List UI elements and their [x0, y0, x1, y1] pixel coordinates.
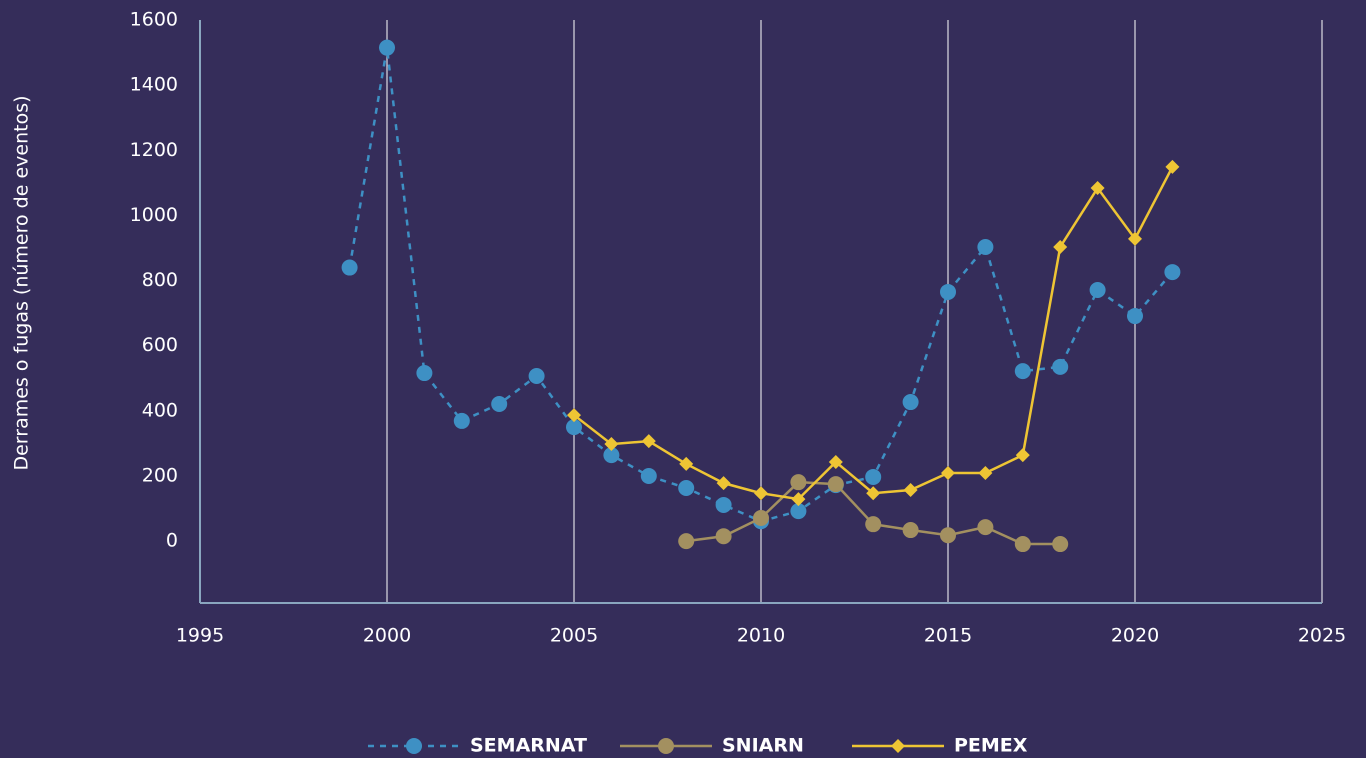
marker — [1090, 181, 1105, 196]
marker — [865, 468, 882, 485]
legend-label: SNIARN — [722, 735, 804, 757]
marker — [678, 480, 695, 497]
marker — [604, 437, 619, 452]
marker — [790, 474, 807, 491]
marker — [679, 456, 694, 471]
marker — [603, 447, 620, 464]
legend-marker — [406, 738, 422, 754]
marker — [1015, 448, 1030, 463]
y-tick-label: 800 — [142, 269, 178, 291]
marker — [379, 39, 395, 56]
marker — [828, 454, 843, 469]
marker — [1014, 363, 1031, 380]
marker — [940, 283, 956, 300]
marker — [754, 486, 768, 501]
y-axis-title: Derrames o fugas (número de eventos) — [11, 95, 33, 470]
x-tick-label: 2020 — [1111, 625, 1159, 647]
marker — [1165, 159, 1180, 174]
x-tick-label: 2010 — [737, 625, 785, 647]
marker — [827, 476, 844, 493]
marker — [715, 528, 732, 545]
marker — [977, 519, 994, 536]
y-tick-label: 0 — [166, 530, 178, 552]
marker — [1014, 536, 1031, 553]
marker — [753, 509, 769, 526]
marker — [1128, 231, 1142, 246]
marker — [640, 467, 657, 484]
marker — [416, 365, 433, 382]
marker — [791, 492, 806, 507]
marker — [528, 367, 545, 384]
y-tick-label: 1200 — [130, 139, 178, 161]
marker — [940, 527, 956, 544]
marker — [1089, 282, 1106, 299]
y-tick-label: 200 — [142, 464, 178, 486]
marker — [1164, 264, 1181, 281]
marker — [1052, 358, 1069, 375]
marker — [902, 522, 919, 539]
marker — [1052, 536, 1069, 553]
marker — [902, 394, 919, 411]
legend-marker — [891, 739, 905, 753]
y-tick-label: 1000 — [130, 204, 178, 226]
y-tick-label: 600 — [142, 334, 178, 356]
marker — [790, 503, 807, 520]
marker — [641, 434, 656, 449]
x-tick-label: 2000 — [363, 625, 411, 647]
marker — [865, 516, 882, 533]
marker — [941, 466, 955, 481]
marker — [567, 408, 581, 423]
y-tick-label: 1400 — [130, 74, 178, 96]
x-tick-label: 2005 — [550, 625, 598, 647]
legend-label: SEMARNAT — [470, 735, 587, 757]
marker — [978, 466, 993, 481]
legend-label: PEMEX — [954, 735, 1028, 757]
x-tick-label: 2015 — [924, 625, 972, 647]
marker — [566, 419, 582, 436]
marker — [453, 412, 470, 429]
marker — [866, 486, 881, 501]
marker — [903, 482, 918, 497]
marker — [977, 239, 994, 256]
marker — [715, 496, 732, 513]
marker — [491, 395, 508, 412]
marker — [1053, 240, 1068, 255]
x-tick-label: 2025 — [1298, 625, 1346, 647]
marker — [1127, 308, 1143, 325]
x-tick-label: 1995 — [176, 625, 224, 647]
legend-marker — [658, 738, 674, 754]
y-tick-label: 400 — [142, 399, 178, 421]
marker — [678, 533, 695, 550]
marker — [341, 259, 358, 276]
y-tick-label: 1600 — [130, 9, 178, 31]
marker — [716, 476, 731, 491]
